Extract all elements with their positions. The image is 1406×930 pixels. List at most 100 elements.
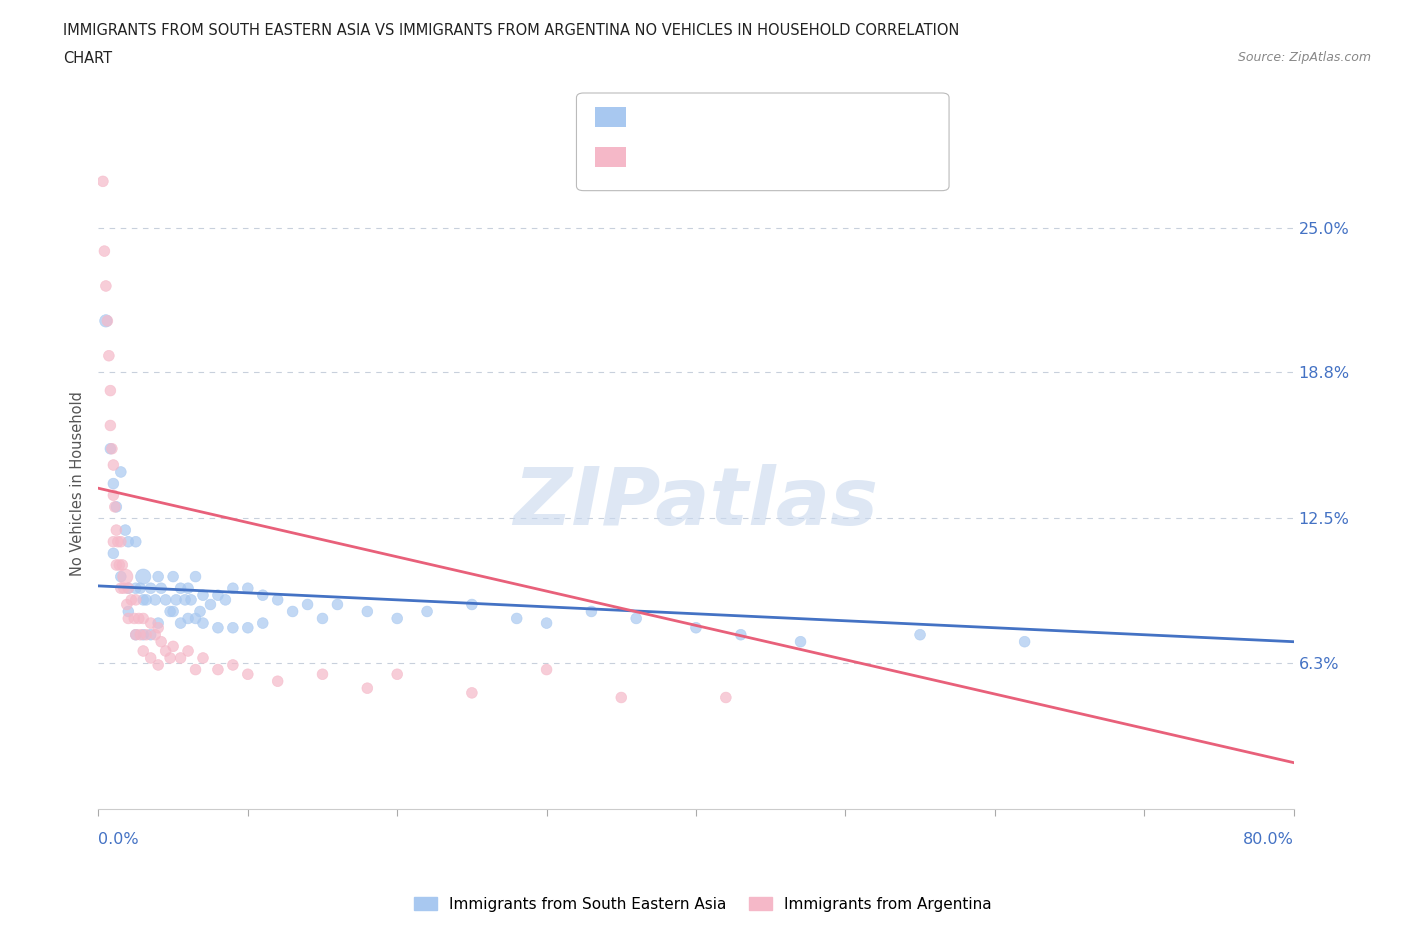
Point <box>125 592 148 607</box>
Point <box>191 588 214 603</box>
Text: R = -0.098   N = 69: R = -0.098 N = 69 <box>634 110 792 125</box>
Point <box>115 597 138 612</box>
Point <box>162 569 184 584</box>
Point <box>908 628 931 643</box>
Text: ZIPatlas: ZIPatlas <box>513 464 879 542</box>
Point <box>177 580 200 595</box>
Point <box>125 580 148 595</box>
Point <box>184 611 207 626</box>
Point <box>110 534 132 549</box>
Point <box>128 611 150 626</box>
Point <box>139 651 162 666</box>
Point <box>100 418 122 432</box>
Point <box>536 616 558 631</box>
Point <box>311 667 333 682</box>
Point <box>730 628 752 643</box>
Point <box>120 592 142 607</box>
Point <box>114 569 136 584</box>
Point <box>110 569 132 584</box>
Point <box>105 499 128 514</box>
Point <box>148 616 170 631</box>
Point <box>236 667 259 682</box>
Point <box>162 604 184 619</box>
Point <box>135 592 157 607</box>
Point <box>159 604 181 619</box>
Point <box>214 592 236 607</box>
Point <box>155 644 177 658</box>
Point <box>104 499 127 514</box>
Point <box>222 580 245 595</box>
Point <box>536 662 558 677</box>
Point <box>101 442 124 457</box>
Point <box>94 279 117 294</box>
Point <box>129 580 152 595</box>
Point <box>207 662 229 677</box>
Point <box>105 523 128 538</box>
Point <box>143 592 166 607</box>
Point <box>103 458 125 472</box>
Point <box>385 611 409 626</box>
Point <box>150 634 173 649</box>
Text: 80.0%: 80.0% <box>1243 832 1294 847</box>
Point <box>111 558 134 573</box>
Point <box>461 597 484 612</box>
Point <box>96 313 118 328</box>
Point <box>267 673 290 688</box>
Point <box>281 604 304 619</box>
Point <box>105 558 128 573</box>
Point <box>714 690 737 705</box>
Point <box>132 628 155 643</box>
Point <box>117 580 139 595</box>
Point <box>100 442 122 457</box>
Point <box>789 634 811 649</box>
Point <box>506 611 529 626</box>
Point <box>114 523 136 538</box>
Point <box>222 658 245 672</box>
Point <box>177 611 200 626</box>
Point <box>461 685 484 700</box>
Point <box>184 662 207 677</box>
Point <box>103 476 125 491</box>
Text: CHART: CHART <box>63 51 112 66</box>
Point <box>169 616 191 631</box>
Point <box>148 658 170 672</box>
Point <box>103 546 125 561</box>
Point <box>177 644 200 658</box>
Point <box>207 620 229 635</box>
Point <box>100 383 122 398</box>
Text: R = -0.146   N = 57: R = -0.146 N = 57 <box>634 150 792 165</box>
Point <box>125 534 148 549</box>
Point <box>148 620 170 635</box>
Point <box>132 644 155 658</box>
Point <box>132 611 155 626</box>
Point <box>135 628 157 643</box>
Point <box>385 667 409 682</box>
Point <box>191 651 214 666</box>
Text: 0.0%: 0.0% <box>98 832 139 847</box>
Point <box>117 604 139 619</box>
Point <box>326 597 349 612</box>
Point <box>626 611 648 626</box>
Point <box>112 580 135 595</box>
Point <box>252 588 274 603</box>
Point <box>103 534 125 549</box>
Point <box>129 628 152 643</box>
Point <box>103 487 125 502</box>
Point <box>581 604 603 619</box>
Point <box>356 604 378 619</box>
Point <box>184 569 207 584</box>
Point <box>139 616 162 631</box>
Point <box>110 465 132 480</box>
Point <box>97 349 120 364</box>
Point <box>117 534 139 549</box>
Point <box>174 592 197 607</box>
Point <box>222 620 245 635</box>
Point <box>155 592 177 607</box>
Point <box>124 611 146 626</box>
Point <box>132 569 155 584</box>
Point <box>159 651 181 666</box>
Text: Source: ZipAtlas.com: Source: ZipAtlas.com <box>1237 51 1371 64</box>
Point <box>356 681 378 696</box>
Point <box>117 611 139 626</box>
Point <box>132 592 155 607</box>
